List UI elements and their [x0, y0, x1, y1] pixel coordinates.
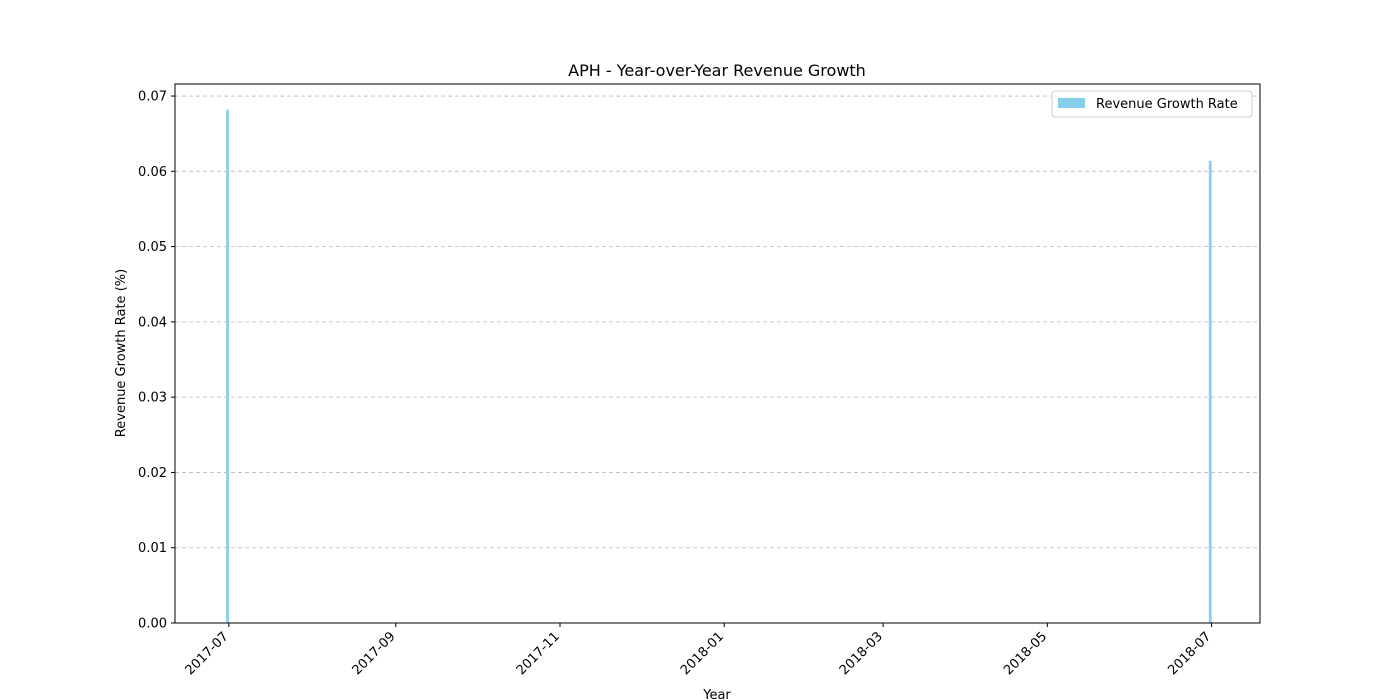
legend: Revenue Growth Rate: [1051, 90, 1253, 118]
x-tick-label: 2018-03: [837, 629, 886, 678]
bar: [226, 109, 229, 623]
y-tick-label: 0.06: [138, 165, 167, 180]
bar: [1208, 160, 1212, 623]
x-tick-label: 2018-01: [678, 629, 727, 678]
y-tick-label: 0.00: [138, 617, 167, 632]
y-gridlines: [175, 95, 1260, 549]
legend-label: Revenue Growth Rate: [1096, 97, 1238, 112]
y-tick-label: 0.01: [138, 541, 167, 556]
x-axis-title: Year: [702, 688, 731, 700]
legend-box: [1051, 90, 1253, 118]
x-axis: 2017-07 2017-09 2017-11 2018-01 2018-03 2018-…: [183, 623, 1214, 678]
bars: [226, 109, 1212, 623]
y-tick-label: 0.02: [138, 466, 167, 481]
x-tick-label: 2017-11: [514, 629, 563, 678]
y-tick-label: 0.04: [138, 315, 167, 330]
plot-frame: [174, 83, 1261, 624]
y-tick-label: 0.03: [138, 391, 167, 406]
x-tick-label: 2018-07: [1165, 629, 1214, 678]
x-tick-label: 2017-07: [183, 629, 232, 678]
y-axis-title: Revenue Growth Rate (%): [114, 269, 129, 437]
chart-title: APH - Year-over-Year Revenue Growth: [568, 61, 866, 80]
x-tick-label: 2018-05: [1001, 629, 1050, 678]
x-tick-label: 2017-09: [350, 629, 399, 678]
y-tick-label: 0.05: [138, 240, 167, 255]
legend-swatch: [1058, 98, 1085, 108]
y-axis: 0.00 0.01 0.02 0.03 0.04 0.05 0.06 0.07: [138, 90, 175, 632]
y-tick-label: 0.07: [138, 90, 167, 105]
